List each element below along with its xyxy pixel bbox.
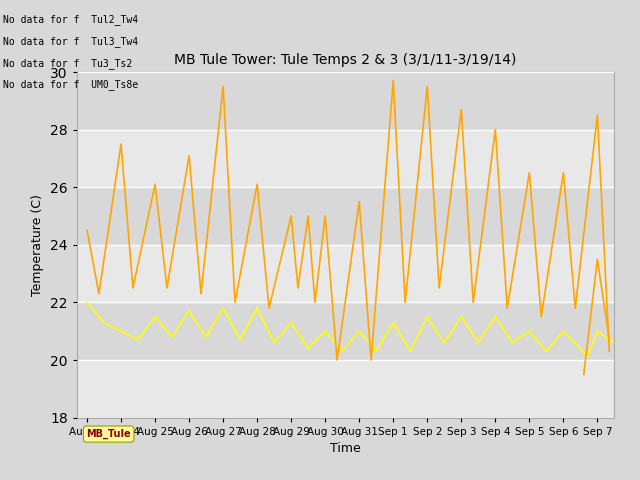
- Bar: [77, 302, 614, 360]
- Text: No data for f  Tul2_Tw4: No data for f Tul2_Tw4: [3, 14, 138, 25]
- Text: No data for f  Tul3_Tw4: No data for f Tul3_Tw4: [3, 36, 138, 47]
- Bar: [77, 72, 614, 130]
- Y-axis label: Temperature (C): Temperature (C): [31, 194, 44, 296]
- X-axis label: Time: Time: [330, 442, 361, 455]
- Text: No data for f  UM0_Ts8e: No data for f UM0_Ts8e: [3, 79, 138, 90]
- Text: MB_Tule: MB_Tule: [86, 429, 131, 439]
- Title: MB Tule Tower: Tule Temps 2 & 3 (3/1/11-3/19/14): MB Tule Tower: Tule Temps 2 & 3 (3/1/11-…: [175, 53, 516, 67]
- Text: No data for f  Tu3_Ts2: No data for f Tu3_Ts2: [3, 58, 132, 69]
- Bar: [77, 187, 614, 245]
